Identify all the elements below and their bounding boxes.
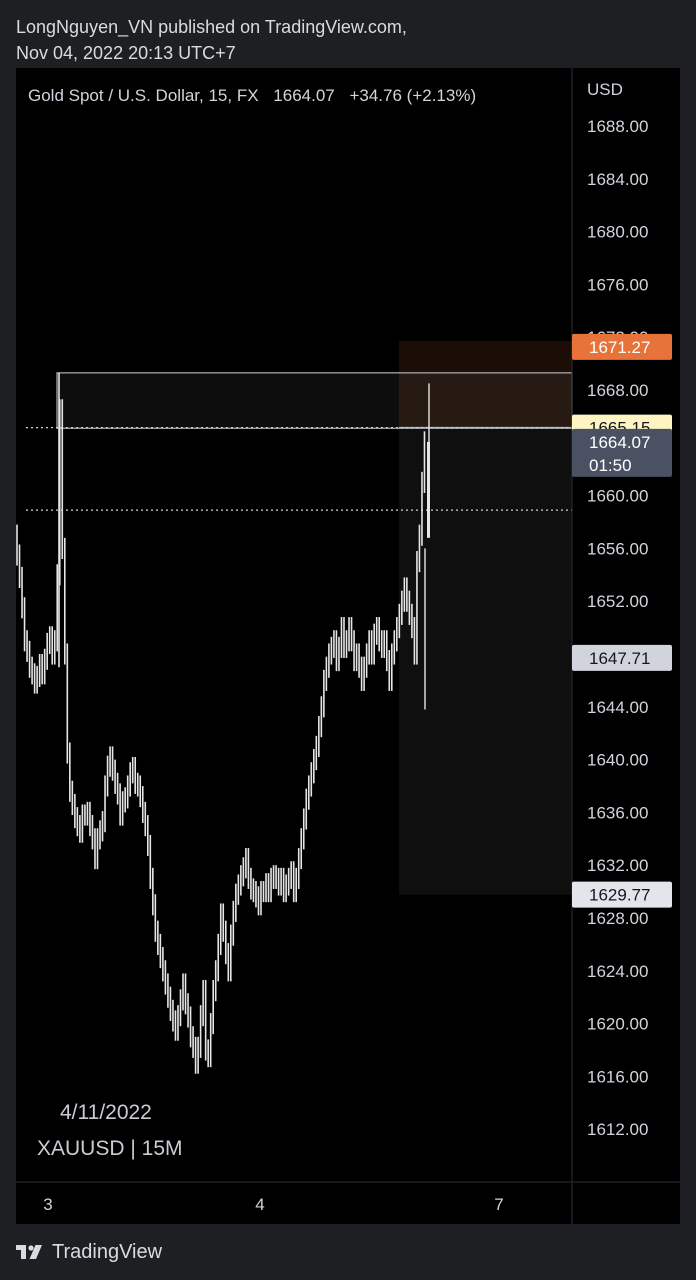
symbol-name: Gold Spot / U.S. Dollar, 15, FX xyxy=(28,86,259,105)
chart-background xyxy=(16,68,680,1224)
price-tag-label: 1671.27 xyxy=(589,338,650,357)
price-tag-label: 1647.71 xyxy=(589,649,650,668)
price-chart[interactable]: 1612.00 1616.00 1620.00 1624.00 1628.00 1632.… xyxy=(16,68,680,1224)
y-tick-label: 1628.00 xyxy=(587,909,648,928)
last-price: 1664.07 xyxy=(273,86,335,105)
y-tick-label: 1688.00 xyxy=(587,117,648,136)
price-change: +34.76 (+2.13%) xyxy=(349,86,477,105)
y-tick-label: 1676.00 xyxy=(587,275,648,294)
x-tick-label: 4 xyxy=(255,1195,264,1214)
x-tick-label: 3 xyxy=(43,1195,52,1214)
price-tag-gray xyxy=(572,644,672,671)
y-tick-label: 1652.00 xyxy=(587,592,648,611)
axis-currency: USD xyxy=(587,80,623,99)
y-tick-label: 1640.00 xyxy=(587,751,648,770)
y-tick-label: 1632.00 xyxy=(587,856,648,875)
price-tag-orange xyxy=(572,333,672,360)
tradingview-logo-icon xyxy=(16,1245,42,1259)
publisher-header: LongNguyen_VN published on TradingView.c… xyxy=(16,14,407,66)
y-tick-label: 1668.00 xyxy=(587,381,648,400)
y-tick-label: 1616.00 xyxy=(587,1067,648,1086)
footer-brand: TradingView xyxy=(52,1240,163,1263)
footer: TradingView xyxy=(16,1239,162,1265)
y-tick-label: 1620.00 xyxy=(587,1015,648,1034)
y-tick-label: 1624.00 xyxy=(587,962,648,981)
y-tick-label: 1644.00 xyxy=(587,698,648,717)
chart-pane[interactable]: 1612.00 1616.00 1620.00 1624.00 1628.00 1632.… xyxy=(16,68,680,1224)
y-tick-label: 1684.00 xyxy=(587,170,648,189)
y-tick-label: 1636.00 xyxy=(587,803,648,822)
last-candle-body xyxy=(427,441,430,538)
publish-date: Nov 04, 2022 20:13 UTC+7 xyxy=(16,43,236,63)
position-target-zone xyxy=(399,340,572,428)
watermark-symbol: XAUUSD | 15M xyxy=(37,1137,183,1160)
publisher-line: LongNguyen_VN published on TradingView.c… xyxy=(16,17,407,37)
y-tick-label: 1660.00 xyxy=(587,487,648,506)
x-tick-label: 7 xyxy=(494,1195,503,1214)
y-tick-label: 1680.00 xyxy=(587,223,648,242)
price-tag-white xyxy=(572,881,672,908)
watermark-date: 4/11/2022 xyxy=(60,1101,152,1124)
price-tag-label: 1629.77 xyxy=(589,886,650,905)
price-tag-label: 1664.07 xyxy=(589,433,650,452)
symbol-legend: Gold Spot / U.S. Dollar, 15, FX 1664.07 … xyxy=(28,86,476,106)
price-tag-slate xyxy=(572,428,672,477)
y-tick-label: 1656.00 xyxy=(587,539,648,558)
range-rectangle xyxy=(56,372,573,429)
y-tick-label: 1612.00 xyxy=(587,1120,648,1139)
price-tag-countdown: 01:50 xyxy=(589,456,632,475)
